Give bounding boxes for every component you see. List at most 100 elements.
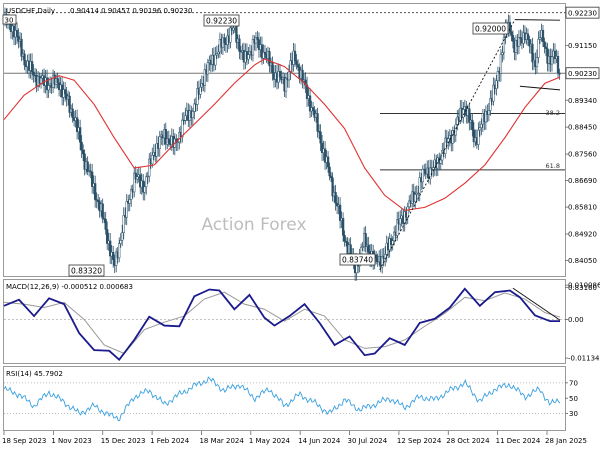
candle	[550, 48, 554, 72]
corner-tag-text: 30	[5, 17, 14, 25]
candle-body	[367, 244, 370, 253]
candle-body	[541, 29, 545, 42]
candle-body	[181, 119, 184, 138]
candle-body	[519, 37, 522, 39]
candle	[251, 34, 255, 62]
candle	[81, 144, 85, 162]
candle-body	[106, 229, 109, 244]
candle-body	[550, 56, 554, 65]
candle	[181, 112, 184, 143]
candle	[23, 50, 26, 71]
watermark: Action Forex	[201, 215, 306, 235]
candle-body	[203, 69, 207, 86]
candle	[112, 245, 115, 268]
candle	[206, 58, 210, 83]
candle	[311, 101, 315, 116]
candle	[278, 64, 282, 83]
candle-body	[508, 22, 512, 33]
candle-body	[217, 51, 220, 54]
candle-body	[263, 51, 267, 55]
candle	[418, 171, 421, 202]
candle	[323, 141, 327, 170]
candle-body	[531, 43, 534, 63]
candle-body	[492, 84, 495, 102]
candle	[544, 42, 548, 57]
candle-body	[338, 204, 342, 221]
candle-body	[553, 50, 557, 60]
candle	[130, 185, 133, 207]
candle-body	[260, 44, 264, 59]
price-tick-label: 0.88450	[568, 124, 597, 132]
candle-body	[323, 148, 327, 163]
candle-body	[71, 108, 74, 119]
candle-body	[81, 149, 85, 155]
label-0-92230: 0.92230	[203, 14, 240, 27]
candle	[406, 202, 409, 225]
candle-body	[142, 180, 145, 193]
candle	[121, 224, 124, 246]
candle-body	[328, 166, 331, 177]
candle-body	[444, 137, 447, 154]
candle-body	[284, 77, 288, 92]
candle-body	[329, 175, 333, 179]
candle-body	[429, 167, 432, 180]
candle-body	[499, 54, 503, 74]
candle-body	[254, 37, 258, 44]
candle	[510, 25, 513, 42]
candle-body	[199, 86, 202, 95]
candle	[326, 151, 330, 173]
candle-body	[30, 61, 34, 73]
candle-body	[293, 50, 297, 61]
candle	[119, 233, 122, 248]
candle-body	[468, 108, 471, 123]
candle-body	[278, 71, 282, 78]
rsi-axis: 70 50 30	[565, 379, 578, 418]
candle-body	[104, 218, 107, 230]
candle	[334, 184, 337, 211]
candle-body	[94, 183, 97, 200]
candle	[381, 248, 384, 274]
candle	[68, 91, 71, 118]
fib-38-label: 38.2	[546, 109, 560, 117]
candle	[531, 37, 534, 71]
candle	[101, 198, 104, 224]
candle	[384, 246, 387, 267]
label-0-92000-box	[472, 22, 509, 35]
candle-body	[364, 233, 367, 247]
x-tick-label: 1 May 2024	[249, 437, 291, 445]
candle-body	[477, 129, 480, 145]
candle-body	[134, 172, 137, 180]
rsi-tick-label: 30	[569, 410, 578, 418]
candle-body	[535, 57, 539, 68]
candle-body	[316, 113, 319, 132]
candle-body	[472, 129, 475, 143]
candle-body	[287, 71, 291, 81]
candle-body	[391, 240, 394, 245]
candle-body	[537, 39, 540, 58]
ohlc-readout: 0.90414 0.90457 0.90196 0.90230	[70, 7, 192, 15]
candle	[78, 119, 82, 151]
candle	[191, 107, 194, 126]
candle	[508, 15, 512, 37]
candle	[319, 124, 322, 151]
candle-body	[115, 251, 118, 266]
label-0-92000-text: 0.92000	[475, 25, 506, 34]
candle-body	[471, 119, 474, 131]
candle	[396, 211, 399, 241]
candle	[361, 241, 364, 251]
candle	[80, 135, 83, 159]
macd-axis: 0.010086 0.00 -0.011342	[565, 282, 600, 363]
candle	[495, 74, 498, 96]
candle	[528, 35, 531, 54]
candle-body	[78, 127, 82, 143]
candle-body	[133, 172, 136, 193]
candle	[20, 32, 23, 62]
price-tick-label: 0.84050	[568, 257, 597, 265]
candle-body	[193, 103, 196, 112]
candle	[553, 43, 557, 65]
candle	[118, 237, 121, 263]
candle-body	[502, 37, 506, 53]
candle-body	[191, 111, 194, 118]
candle-body	[119, 240, 122, 244]
candle-body	[414, 194, 417, 202]
